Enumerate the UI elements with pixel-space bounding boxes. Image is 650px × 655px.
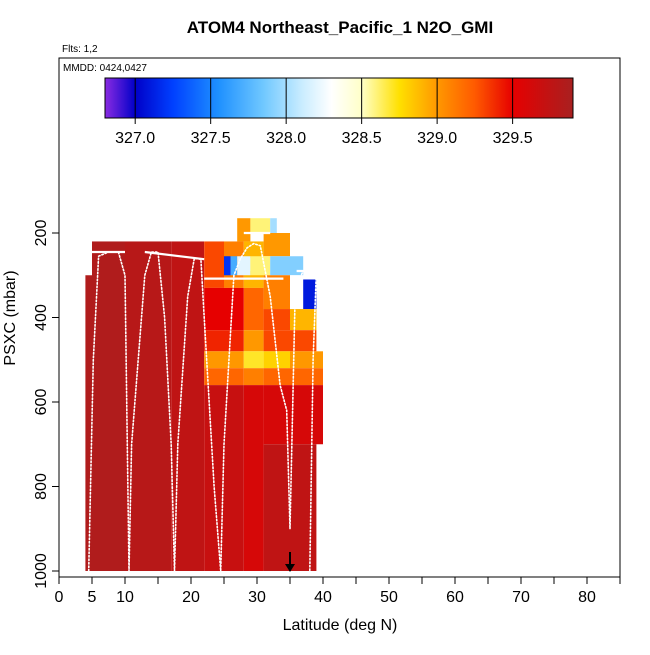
- heatmap-cell: [263, 309, 290, 331]
- heatmap-cell: [230, 256, 238, 276]
- x-tick-label: 10: [116, 589, 134, 606]
- y-tick-label: 600: [33, 389, 50, 416]
- colorbar-gradient: [104, 77, 574, 119]
- colorbar-tick-label: 328.5: [342, 130, 382, 147]
- heatmap-cell: [243, 351, 264, 369]
- colorbar-tick-label: 329.0: [417, 130, 457, 147]
- x-tick-label: 5: [88, 589, 97, 606]
- y-tick-label: 400: [33, 304, 50, 331]
- flights-label: Flts: 1,2: [62, 44, 98, 55]
- y-tick-label: 1000: [33, 553, 50, 589]
- heatmap-cell: [224, 256, 231, 276]
- heatmap-cell: [85, 275, 92, 571]
- heatmap-cell: [204, 241, 224, 288]
- heatmap-cell: [243, 385, 264, 571]
- flight-track-line: [87, 242, 318, 572]
- heatmap-cell: [250, 218, 271, 233]
- marker-arrow-head: [285, 564, 295, 572]
- heatmap-cell: [270, 256, 304, 276]
- heatmap-cell: [290, 309, 317, 331]
- y-axis-label: PSXC (mbar): [2, 270, 19, 365]
- heatmap-cell: [290, 275, 304, 310]
- heatmap-cell: [243, 330, 264, 352]
- heatmap-cell: [263, 233, 290, 257]
- heatmap-cells: [85, 218, 323, 571]
- heatmap-cell: [250, 256, 271, 276]
- date-label: MMDD: 0424,0427: [63, 63, 147, 74]
- heatmap-cell: [237, 218, 251, 242]
- x-tick-label: 60: [446, 589, 464, 606]
- colorbar-tick-label: 327.5: [191, 130, 231, 147]
- x-tick-label: 40: [314, 589, 332, 606]
- heatmap-cell: [204, 351, 244, 369]
- heatmap-cell: [204, 287, 244, 331]
- x-axis-label: Latitude (deg N): [283, 617, 398, 634]
- heatmap-cell: [204, 330, 244, 352]
- heatmap-cell: [204, 385, 244, 571]
- chart-title: ATOM4 Northeast_Pacific_1 N2O_GMI: [187, 18, 493, 37]
- flight-track-layer: [87, 231, 318, 572]
- x-tick-label: 30: [248, 589, 266, 606]
- heatmap-cell: [263, 275, 290, 310]
- x-tick-label: 50: [380, 589, 398, 606]
- x-tick-label: 80: [578, 589, 596, 606]
- heatmap-cell: [92, 241, 125, 571]
- heatmap-cell: [204, 368, 244, 386]
- colorbar-tick-label: 329.5: [493, 130, 533, 147]
- x-tick-label: 0: [55, 589, 64, 606]
- heatmap-cell: [125, 241, 172, 571]
- axes-layer: 0 5 10 20 30 40 50 60 70 80 200 400 600 800 1000: [33, 220, 621, 606]
- heatmap-cell: [263, 330, 317, 352]
- y-tick-label: 800: [33, 473, 50, 500]
- colorbar: 327.0 327.5 328.0 328.5 329.0 329.5: [104, 77, 574, 147]
- heatmap-cell: [243, 368, 264, 386]
- level-segment: [144, 250, 205, 261]
- heatmap-cell: [243, 287, 264, 331]
- x-tick-label: 70: [512, 589, 530, 606]
- heatmap-cell: [270, 218, 277, 233]
- colorbar-tick-label: 327.0: [115, 130, 155, 147]
- y-tick-label: 200: [33, 220, 50, 247]
- heatmap-cell: [290, 351, 323, 369]
- heatmap-cell: [237, 256, 251, 276]
- x-tick-label: 20: [182, 589, 200, 606]
- heatmap-cell: [303, 279, 317, 310]
- colorbar-tick-label: 328.0: [266, 130, 306, 147]
